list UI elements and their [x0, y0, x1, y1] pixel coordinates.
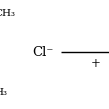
Text: H₃: H₃ [0, 88, 8, 97]
Text: +: + [91, 57, 101, 70]
Text: CH₃: CH₃ [0, 9, 16, 18]
Text: Cl⁻: Cl⁻ [33, 46, 54, 59]
